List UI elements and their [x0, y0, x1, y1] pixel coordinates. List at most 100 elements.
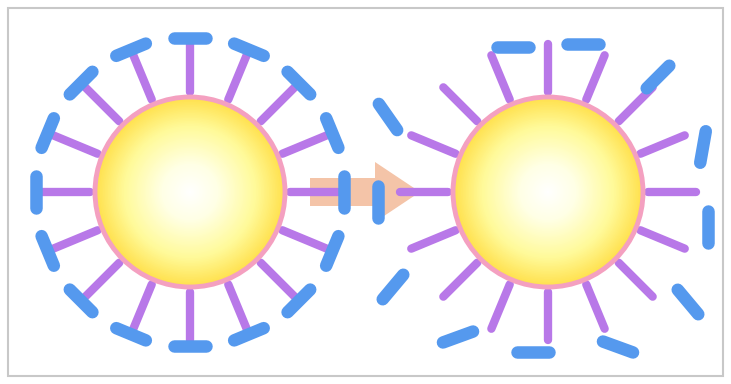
- Circle shape: [488, 132, 608, 252]
- Circle shape: [471, 114, 626, 270]
- Circle shape: [141, 143, 239, 241]
- Circle shape: [540, 184, 556, 200]
- Circle shape: [499, 143, 597, 241]
- Circle shape: [151, 152, 230, 232]
- Circle shape: [513, 157, 583, 227]
- Circle shape: [490, 133, 607, 251]
- Circle shape: [113, 114, 268, 270]
- Circle shape: [478, 122, 618, 262]
- Circle shape: [534, 178, 562, 206]
- Circle shape: [102, 103, 279, 281]
- Circle shape: [136, 138, 244, 246]
- Circle shape: [512, 156, 584, 228]
- Circle shape: [466, 110, 630, 274]
- Circle shape: [111, 113, 269, 271]
- Circle shape: [144, 146, 236, 238]
- Circle shape: [166, 168, 213, 216]
- Circle shape: [125, 127, 255, 257]
- Circle shape: [133, 135, 247, 249]
- Circle shape: [132, 133, 249, 251]
- Circle shape: [546, 190, 550, 194]
- Circle shape: [518, 162, 578, 222]
- Circle shape: [128, 130, 251, 254]
- Circle shape: [117, 119, 263, 265]
- Circle shape: [504, 148, 592, 236]
- Circle shape: [171, 173, 209, 211]
- Circle shape: [491, 135, 605, 249]
- Circle shape: [149, 151, 231, 233]
- Circle shape: [497, 141, 599, 243]
- Circle shape: [140, 141, 240, 243]
- Circle shape: [189, 190, 192, 194]
- Circle shape: [130, 132, 250, 252]
- Circle shape: [109, 111, 270, 273]
- Circle shape: [181, 182, 200, 202]
- Circle shape: [164, 167, 216, 217]
- Circle shape: [483, 127, 613, 257]
- Circle shape: [486, 130, 610, 254]
- Circle shape: [163, 165, 217, 219]
- Circle shape: [493, 137, 603, 247]
- Circle shape: [137, 140, 242, 244]
- Circle shape: [106, 108, 274, 276]
- Circle shape: [115, 118, 265, 266]
- Circle shape: [147, 149, 232, 235]
- Circle shape: [505, 149, 591, 235]
- Circle shape: [482, 126, 615, 258]
- Circle shape: [458, 102, 638, 282]
- Circle shape: [539, 182, 558, 202]
- Circle shape: [528, 171, 569, 213]
- Circle shape: [496, 140, 600, 244]
- Circle shape: [461, 105, 635, 279]
- Circle shape: [459, 103, 637, 281]
- Circle shape: [156, 159, 223, 225]
- Circle shape: [168, 170, 212, 214]
- Circle shape: [126, 129, 254, 255]
- Circle shape: [159, 161, 221, 223]
- Circle shape: [124, 126, 257, 258]
- Circle shape: [532, 176, 564, 208]
- Circle shape: [145, 148, 235, 236]
- Circle shape: [96, 99, 284, 285]
- Circle shape: [510, 154, 586, 230]
- Circle shape: [179, 181, 201, 203]
- Circle shape: [453, 97, 643, 287]
- Circle shape: [531, 175, 565, 209]
- Circle shape: [542, 186, 554, 198]
- Circle shape: [526, 170, 570, 214]
- Circle shape: [485, 129, 611, 255]
- Circle shape: [455, 99, 641, 285]
- Circle shape: [107, 110, 273, 274]
- Circle shape: [507, 151, 589, 233]
- Circle shape: [173, 175, 208, 209]
- Circle shape: [524, 168, 572, 216]
- Circle shape: [480, 124, 616, 260]
- Circle shape: [463, 106, 634, 278]
- Circle shape: [537, 181, 559, 203]
- Circle shape: [494, 138, 602, 246]
- Circle shape: [469, 113, 627, 271]
- Circle shape: [160, 162, 220, 222]
- Circle shape: [523, 167, 573, 217]
- Circle shape: [103, 105, 277, 279]
- Circle shape: [501, 144, 596, 240]
- Circle shape: [178, 179, 202, 205]
- Circle shape: [475, 119, 621, 265]
- Circle shape: [135, 137, 246, 247]
- Circle shape: [95, 97, 285, 287]
- Circle shape: [529, 173, 567, 211]
- Circle shape: [170, 171, 211, 213]
- Circle shape: [477, 121, 619, 263]
- Circle shape: [502, 146, 594, 238]
- Circle shape: [543, 187, 553, 197]
- Circle shape: [174, 176, 206, 208]
- Circle shape: [183, 186, 197, 198]
- Polygon shape: [310, 162, 420, 222]
- Circle shape: [122, 124, 258, 260]
- Circle shape: [535, 179, 561, 205]
- Circle shape: [105, 106, 276, 278]
- Circle shape: [464, 108, 632, 276]
- Circle shape: [155, 157, 225, 227]
- Circle shape: [187, 189, 193, 195]
- Circle shape: [185, 187, 194, 197]
